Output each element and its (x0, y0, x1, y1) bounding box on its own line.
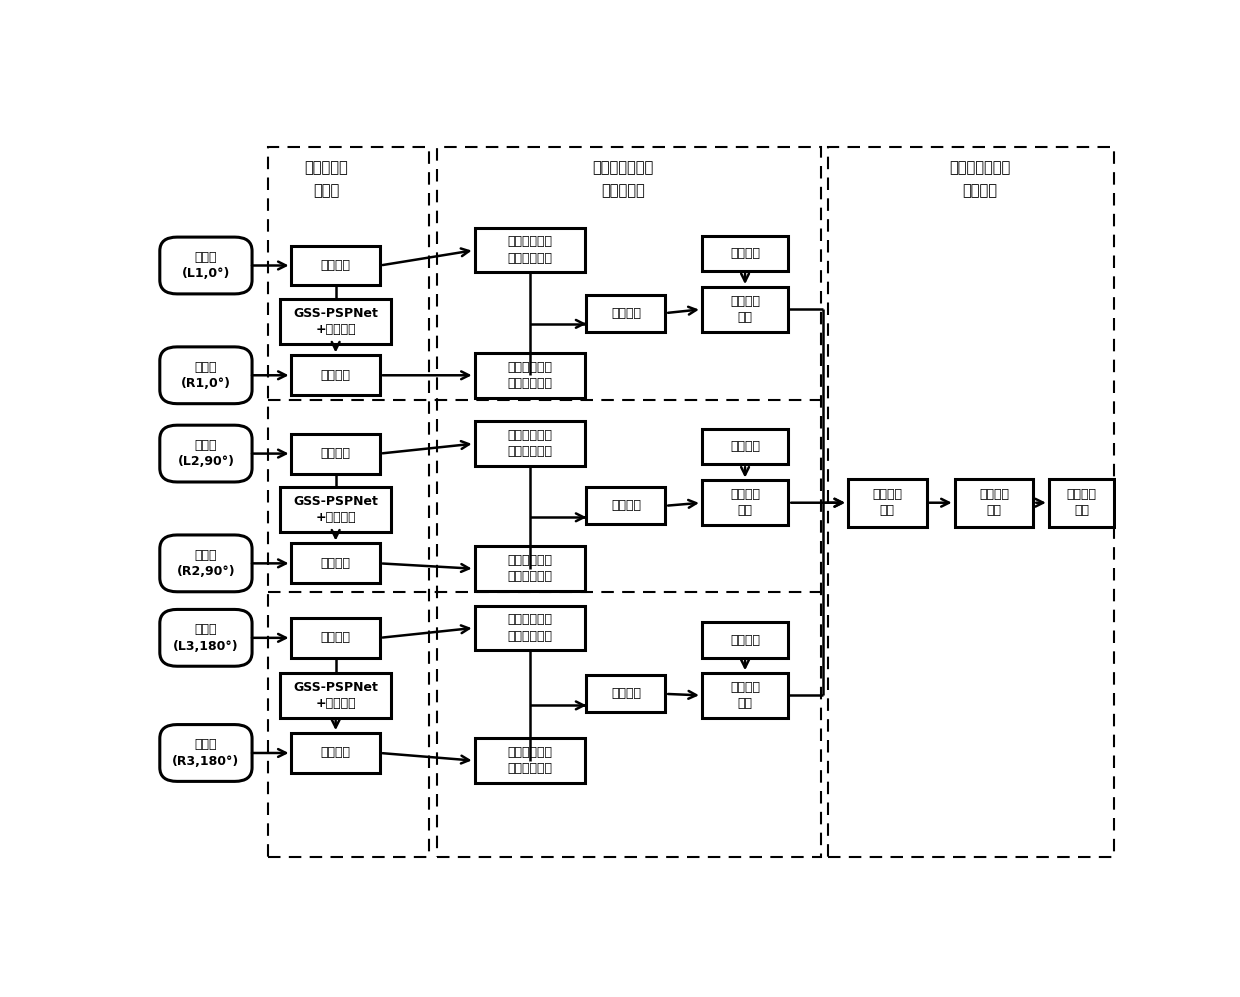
FancyBboxPatch shape (160, 725, 252, 782)
Text: 语义分割: 语义分割 (321, 369, 351, 382)
Text: 计算空间
坐标: 计算空间 坐标 (730, 488, 760, 517)
Text: 颜色空间分类
和标识点聚类: 颜色空间分类 和标识点聚类 (507, 554, 552, 583)
Text: 左视图
(L2,90°): 左视图 (L2,90°) (177, 439, 234, 469)
Text: 颜色空间分类
和标识点聚类: 颜色空间分类 和标识点聚类 (507, 613, 552, 643)
Bar (291, 618, 379, 658)
Bar (280, 488, 391, 531)
Text: 语义分割: 语义分割 (321, 631, 351, 644)
Text: 右视图
(R1,0°): 右视图 (R1,0°) (181, 361, 231, 390)
Bar (475, 739, 585, 783)
Bar (280, 673, 391, 718)
Text: 颜色空间分类
和标识点聚类: 颜色空间分类 和标识点聚类 (507, 746, 552, 776)
Text: 语义分割: 语义分割 (321, 259, 351, 272)
Bar (291, 434, 379, 474)
Text: 标定参数: 标定参数 (730, 441, 760, 454)
Bar (702, 481, 789, 525)
Bar (955, 479, 1033, 526)
Text: 围度测量
数据: 围度测量 数据 (1066, 488, 1096, 517)
Bar (702, 235, 789, 271)
FancyBboxPatch shape (160, 425, 252, 482)
Text: 标定参数: 标定参数 (730, 634, 760, 647)
Text: 右视图
(R3,180°): 右视图 (R3,180°) (172, 738, 239, 768)
Bar (268, 147, 429, 856)
Text: GSS-PSPNet
+训练模型: GSS-PSPNet +训练模型 (293, 307, 378, 336)
Text: 标识点坐标: 标识点坐标 (601, 182, 645, 197)
Bar (848, 479, 926, 526)
Text: 义分割: 义分割 (312, 182, 340, 197)
Text: 计算空间
坐标: 计算空间 坐标 (730, 294, 760, 324)
Text: 颜色空间分类
和标识点聚类: 颜色空间分类 和标识点聚类 (507, 361, 552, 390)
Text: 左视图
(L3,180°): 左视图 (L3,180°) (174, 623, 239, 653)
FancyBboxPatch shape (160, 347, 252, 404)
Bar (280, 299, 391, 344)
Text: 立体匹配和计算: 立体匹配和计算 (593, 160, 653, 174)
Bar (291, 355, 379, 395)
Text: 围度尺子
拟合: 围度尺子 拟合 (978, 488, 1009, 517)
Bar (436, 147, 821, 856)
Bar (702, 673, 789, 718)
Text: 颜色空间分类
和标识点聚类: 颜色空间分类 和标识点聚类 (507, 235, 552, 265)
Bar (475, 546, 585, 591)
Text: 计算空间
坐标: 计算空间 坐标 (730, 681, 760, 710)
Text: 统一坐标
转换: 统一坐标 转换 (872, 488, 903, 517)
Bar (587, 295, 666, 332)
Bar (702, 429, 789, 465)
Bar (702, 622, 789, 658)
Text: GSS-PSPNet
+训练模型: GSS-PSPNet +训练模型 (293, 495, 378, 524)
Text: 语义分割: 语义分割 (321, 747, 351, 760)
Text: 标定参数: 标定参数 (730, 246, 760, 259)
Text: 围度测量: 围度测量 (962, 182, 997, 197)
FancyBboxPatch shape (160, 237, 252, 294)
Text: 立体匹配: 立体匹配 (611, 687, 641, 700)
Bar (475, 422, 585, 466)
Bar (475, 353, 585, 398)
Text: 语义分割: 语义分割 (321, 447, 351, 460)
Text: 立体匹配: 立体匹配 (611, 307, 641, 320)
Text: 右视图
(R2,90°): 右视图 (R2,90°) (176, 548, 236, 578)
Bar (291, 733, 379, 773)
FancyBboxPatch shape (160, 609, 252, 666)
Text: 语义分割: 语义分割 (321, 557, 351, 570)
Text: 围度区域语: 围度区域语 (304, 160, 348, 174)
Bar (475, 228, 585, 272)
Text: 颜色空间分类
和标识点聚类: 颜色空间分类 和标识点聚类 (507, 429, 552, 459)
Bar (291, 245, 379, 285)
Text: 立体匹配: 立体匹配 (611, 499, 641, 512)
Text: GSS-PSPNet
+训练模型: GSS-PSPNet +训练模型 (293, 681, 378, 710)
Bar (291, 543, 379, 583)
Bar (587, 488, 666, 524)
Bar (1049, 479, 1114, 526)
Text: 统一坐标转换和: 统一坐标转换和 (949, 160, 1011, 174)
FancyBboxPatch shape (160, 535, 252, 592)
Bar (702, 287, 789, 332)
Text: 左视图
(L1,0°): 左视图 (L1,0°) (182, 251, 231, 280)
Bar (475, 605, 585, 650)
Bar (587, 675, 666, 712)
Bar (828, 147, 1114, 856)
